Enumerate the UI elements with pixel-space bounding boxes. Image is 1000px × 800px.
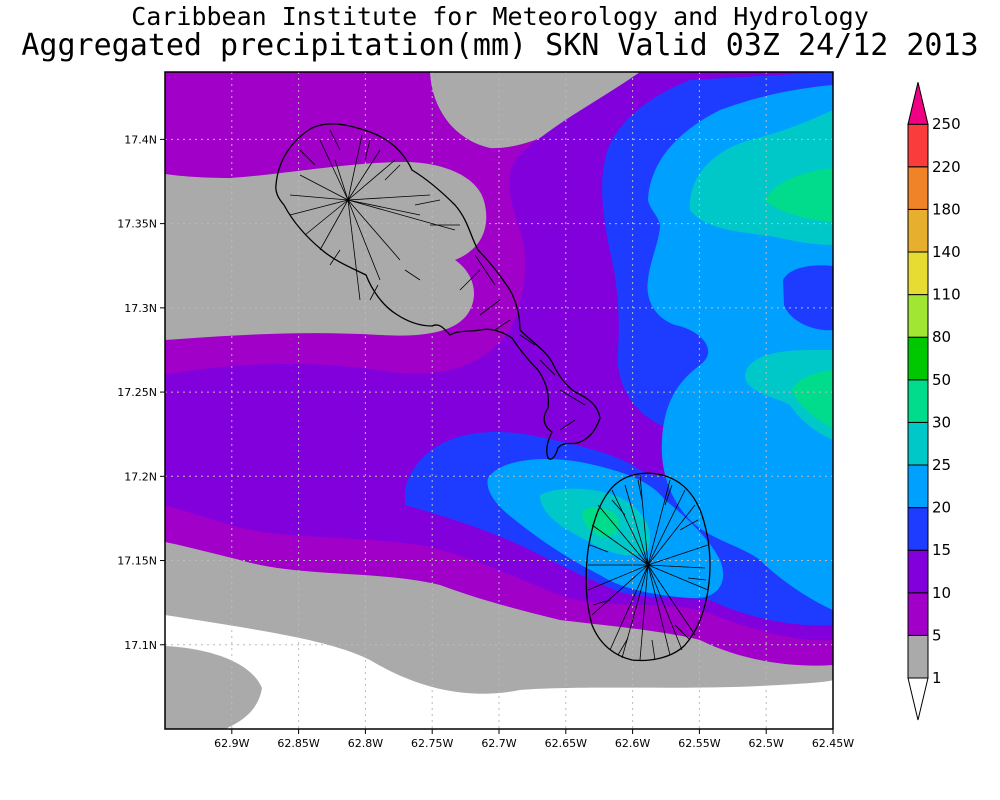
x-tick-label: 62.75W [411, 737, 453, 750]
colorbar-label: 5 [932, 626, 942, 644]
band-below-1 [165, 615, 833, 729]
colorbar-segment [907, 549, 929, 594]
colorbar-label: 140 [932, 243, 961, 261]
colorbar-segment [907, 208, 929, 253]
colorbar-segment-below [907, 677, 929, 721]
x-tick-label: 62.5W [749, 737, 784, 750]
band-25-30-e [745, 350, 833, 440]
band-30-50-ne [765, 168, 833, 222]
chart-title-line2: Aggregated precipitation(mm) SKN Valid 0… [21, 28, 979, 63]
x-tick-label: 62.65W [545, 737, 587, 750]
colorbar-segment [907, 123, 929, 168]
colorbar-segment [907, 421, 929, 466]
contour-fill [165, 72, 833, 729]
x-tick-label: 62.8W [348, 737, 383, 750]
colorbar-label: 220 [932, 158, 961, 176]
y-tick-label: 17.25N [117, 386, 157, 399]
chart-title-line1: Caribbean Institute for Meteorology and … [131, 2, 869, 31]
colorbar-segment-above [907, 82, 929, 125]
colorbar-label: 110 [932, 286, 961, 304]
colorbar-label: 180 [932, 200, 961, 218]
band-15-20-pocket [783, 265, 833, 331]
colorbar-segment [907, 379, 929, 423]
colorbar-label: 80 [932, 328, 951, 346]
x-tick-label: 62.7W [481, 737, 516, 750]
y-tick-label: 17.15N [117, 555, 157, 568]
colorbar-label: 15 [932, 541, 951, 559]
x-tick-label: 62.55W [678, 737, 720, 750]
y-tick-label: 17.1N [124, 639, 157, 652]
y-tick-label: 17.4N [124, 133, 157, 146]
band-30-50-e [792, 370, 833, 428]
colorbar-segment [907, 166, 929, 210]
colorbar-segment [907, 592, 929, 636]
x-tick-label: 62.85W [277, 737, 319, 750]
y-tick-label: 17.35N [117, 218, 157, 231]
y-tick-label: 17.2N [124, 470, 157, 483]
colorbar-label: 20 [932, 499, 951, 517]
colorbar-label: 30 [932, 413, 951, 431]
x-axis: 62.9W 62.85W 62.8W 62.75W 62.7W 62.65W 62.6W 62… [214, 729, 854, 750]
x-tick-label: 62.45W [812, 737, 854, 750]
colorbar-segment [907, 294, 929, 338]
y-axis: 17.4N 17.35N 17.3N 17.25N 17.2N 17.15N 17.1N [117, 133, 165, 652]
colorbar-segment [907, 464, 929, 509]
st-kitts-island [275, 123, 601, 460]
colorbar-label: 10 [932, 584, 951, 602]
colorbar-label: 50 [932, 371, 951, 389]
colorbar-label: 1 [932, 669, 942, 687]
colorbar-segment [907, 251, 929, 296]
y-tick-label: 17.3N [124, 302, 157, 315]
x-tick-label: 62.6W [615, 737, 650, 750]
band-30-50-nevis [582, 507, 619, 537]
colorbar-segment [907, 507, 929, 551]
colorbar-segment [907, 336, 929, 381]
band-1-5-patch [165, 646, 262, 729]
colorbar-segment [907, 634, 929, 679]
colorbar-label: 250 [932, 115, 961, 133]
nevis-island [585, 472, 711, 662]
colorbar-label: 25 [932, 456, 951, 474]
x-tick-label: 62.9W [214, 737, 249, 750]
